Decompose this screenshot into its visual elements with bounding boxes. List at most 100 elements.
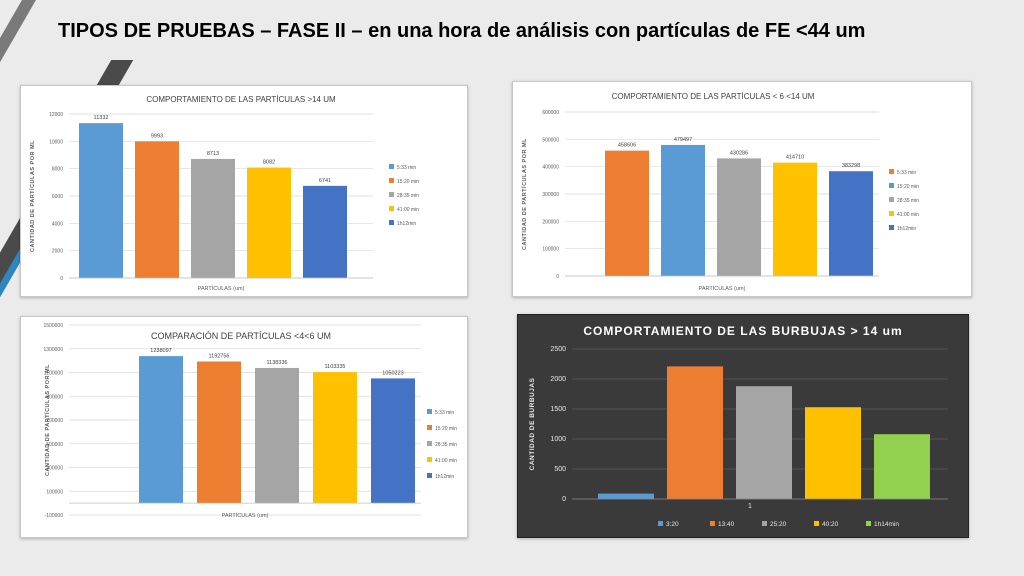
legend-entry: 25:20 [770, 521, 787, 528]
x-category-label: 1 [748, 503, 752, 510]
legend-swatch [389, 178, 394, 183]
bar [313, 372, 357, 504]
legend-entry: 5:33 min [397, 165, 416, 171]
y-tick-label: 1500000 [44, 323, 64, 329]
legend-swatch [889, 225, 894, 230]
legend-entry: 3:20 [666, 521, 679, 528]
legend-entry: 40:20 [822, 521, 839, 528]
data-label: 458606 [618, 143, 636, 149]
y-tick-label: 4000 [52, 221, 63, 227]
y-tick-label: 0 [562, 496, 566, 503]
legend-swatch [710, 521, 715, 526]
y-tick-label: 8000 [52, 167, 63, 173]
y-tick-label: 500000 [542, 137, 559, 143]
data-label: 1192756 [208, 353, 229, 359]
legend-swatch [866, 521, 871, 526]
data-label: 6741 [319, 178, 331, 184]
bar [805, 407, 861, 499]
data-label: 383298 [842, 163, 860, 169]
legend-swatch [389, 206, 394, 211]
chart-panel-particles-gt14: COMPORTAMIENTO DE LAS PARTÍCULAS >14 UM 0… [20, 85, 468, 297]
legend-swatch [389, 220, 394, 225]
y-tick-label: 2000 [52, 249, 63, 255]
y-tick-label: 1000 [550, 436, 566, 443]
y-tick-label: 400000 [542, 165, 559, 171]
y-tick-label: 900000 [46, 394, 63, 400]
chart-title: COMPORTAMIENTO DE LAS PARTÍCULAS < 6 <14… [612, 92, 815, 101]
bar [135, 141, 179, 278]
bar [773, 162, 817, 276]
y-tick-label: -100000 [45, 513, 64, 519]
y-tick-label: 2500 [550, 346, 566, 353]
data-label: 1238097 [150, 348, 171, 354]
bar [191, 158, 235, 278]
y-tick-label: 600000 [542, 110, 559, 116]
legend-swatch [427, 441, 432, 446]
bar [247, 167, 291, 278]
bar [197, 361, 241, 504]
legend-entry: 28:35 min [897, 198, 919, 204]
bar [829, 171, 873, 276]
bar [605, 150, 649, 276]
y-tick-label: 0 [60, 276, 63, 282]
data-label: 1138336 [266, 360, 287, 366]
legend-entry: 41:00 min [397, 207, 419, 213]
y-tick-label: 1100000 [44, 371, 63, 377]
bar [139, 356, 183, 504]
y-tick-label: 300000 [542, 192, 559, 198]
y-tick-label: 500 [554, 466, 566, 473]
bar [255, 367, 299, 504]
bar [717, 158, 761, 276]
legend-entry: 15:20 min [897, 184, 919, 190]
y-axis-label: CANTIDAD DE PARTÍCULAS POR ML [43, 364, 51, 476]
bar [874, 434, 930, 499]
bar [661, 144, 705, 276]
legend-swatch [427, 473, 432, 478]
data-label: 8082 [263, 160, 275, 166]
x-axis-label: PARTÍCULAS (um) [699, 285, 746, 292]
y-tick-label: 700000 [46, 418, 63, 424]
x-axis-label: PARTÍCULAS (um) [198, 285, 245, 292]
legend-entry: 1h12min [435, 474, 454, 480]
y-tick-label: 0 [556, 274, 559, 280]
chart-panel-particles-6-14: COMPORTAMIENTO DE LAS PARTÍCULAS < 6 <14… [512, 81, 972, 297]
y-tick-label: 6000 [52, 194, 63, 200]
legend-swatch [389, 192, 394, 197]
chart-bubbles: COMPORTAMIENTO DE LAS BURBUJAS > 14 um 0 5… [529, 324, 948, 528]
legend-entry: 5:33 min [435, 410, 454, 416]
legend-entry: 13:40 [718, 521, 735, 528]
chart-panel-bubbles: COMPORTAMIENTO DE LAS BURBUJAS > 14 um 0 5… [517, 314, 969, 538]
chart-title: COMPARACIÓN DE PARTÍCULAS <4<6 UM [151, 331, 331, 341]
legend-entry: 15:20 min [435, 426, 457, 432]
bar [371, 378, 415, 504]
legend-entry: 41:00 min [897, 212, 919, 218]
chart-particles-6-14: COMPORTAMIENTO DE LAS PARTÍCULAS < 6 <14… [520, 92, 919, 292]
data-label: 8713 [207, 151, 219, 157]
legend-entry: 28:35 min [397, 193, 419, 199]
chart-panel-particles-4-6: COMPARACIÓN DE PARTÍCULAS <4<6 UM -100000… [20, 316, 468, 538]
chart-particles-4-6: COMPARACIÓN DE PARTÍCULAS <4<6 UM -100000… [43, 323, 457, 519]
data-label: 1103335 [324, 364, 345, 370]
legend-entry: 1h14min [874, 521, 899, 528]
data-label: 479497 [674, 137, 692, 143]
legend-entry: 1h12min [897, 226, 916, 232]
legend-swatch [889, 183, 894, 188]
y-axis-label: CANTIDAD DE BURBUJAS [529, 377, 536, 470]
chart-title: COMPORTAMIENTO DE LAS PARTÍCULAS >14 UM [146, 95, 336, 104]
legend-swatch [389, 164, 394, 169]
y-tick-label: 1500 [550, 406, 566, 413]
y-axis-label: CANTIDAD DE PARTÍCULAS POR ML [28, 140, 36, 252]
data-label: 9993 [151, 133, 163, 139]
bar [667, 366, 723, 499]
data-label: 1050223 [382, 370, 403, 376]
legend-swatch [427, 425, 432, 430]
legend-swatch [889, 197, 894, 202]
chart-title: COMPORTAMIENTO DE LAS BURBUJAS > 14 um [583, 324, 902, 338]
bar [736, 386, 792, 499]
data-label: 414710 [786, 155, 804, 161]
legend-entry: 15:20 min [397, 179, 419, 185]
chart-particles-gt14: COMPORTAMIENTO DE LAS PARTÍCULAS >14 UM 0… [28, 95, 419, 292]
legend-swatch [814, 521, 819, 526]
legend-swatch [889, 211, 894, 216]
y-tick-label: 100000 [542, 247, 559, 253]
